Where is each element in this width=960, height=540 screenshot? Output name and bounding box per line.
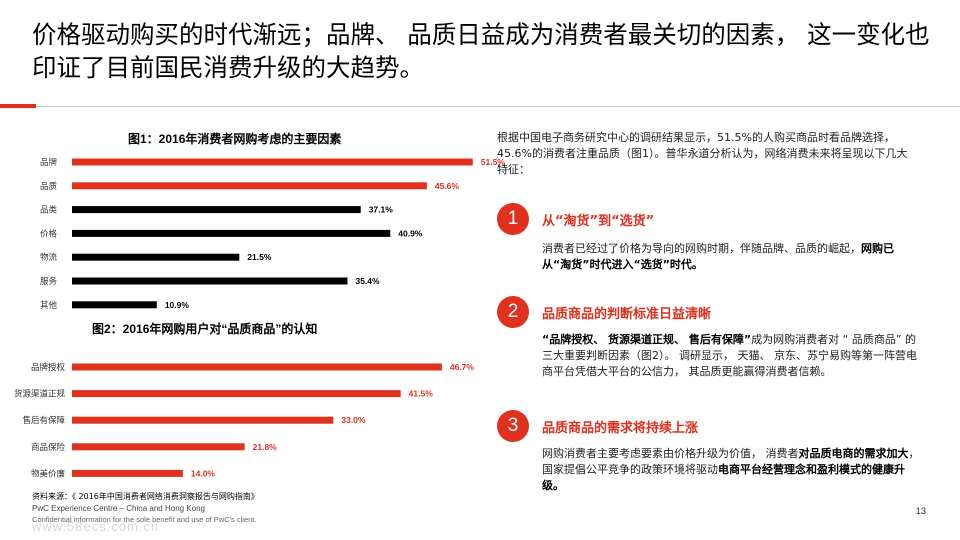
point-1-heading: 从“淘货”到“选货” <box>542 214 655 229</box>
chart2-category-label: 售后有保障 <box>22 415 65 426</box>
intro-text: 根据中国电子商务研究中心的调研结果显示，51.5%的人购买商品时看品牌选择， 4… <box>497 131 908 176</box>
chart1-bar <box>72 277 348 285</box>
point-3-body-plain-1: 网购消费者主要考虑要素由价格升级为价值， 消费者 <box>542 447 799 460</box>
point-3-body-bold-2: 电商平台经营理念和盈利模式的健康升级。 <box>542 463 905 492</box>
point-1-body: 消费者已经过了价格为导向的网购时期，伴随品牌、品质的崛起，网购已从“淘货”时代进… <box>542 241 922 273</box>
point-3-body-bold-1: 对品质电商的需求加大 <box>798 447 909 460</box>
point-2-body: “品牌授权、 货源渠道正规、 售后有保障”成为网购消费者对 “ 品质商品” 的三… <box>542 332 922 380</box>
chart1-category-label: 其他 <box>40 300 58 311</box>
chart1: 品牌 51.5% 品质 45.6% 品类 37.1% 价格 40.9% 物流 21.5% 服务 35.… <box>20 150 505 312</box>
footer-confidential: Confidential information for the sole be… <box>32 515 257 524</box>
point-2-heading: 品质商品的判断标准日益清晰 <box>542 307 712 322</box>
footer-org: PwC Experience Centre – China and Hong K… <box>32 504 205 513</box>
title-accent-rule <box>0 104 36 108</box>
chart2-bar <box>72 443 245 451</box>
watermark: www.58ecs.com.cn <box>32 519 160 534</box>
chart1-category-label: 服务 <box>40 276 58 287</box>
chart2-title: 图2：2016年网购用户对“品质商品”的认知 <box>92 322 318 336</box>
chart2-category-label: 货源渠道正规 <box>14 389 66 400</box>
chart2-category-label: 品牌授权 <box>31 362 66 373</box>
chart2-bar <box>72 416 334 424</box>
chart1-value-label: 10.9% <box>165 300 190 310</box>
chart1-bar <box>72 182 427 190</box>
chart2-value-label: 46.7% <box>450 362 475 372</box>
point-3-body-plain-2: ， 国家提倡公平竞争的政策环境将驱动 <box>542 447 920 476</box>
chart1-title: 图1：2016年消费者网购考虑的主要因素 <box>128 132 342 146</box>
chart2-value-label: 14.0% <box>191 468 216 478</box>
chart2-value-label: 33.0% <box>341 415 366 425</box>
chart1-value-label: 51.5% <box>481 157 506 167</box>
source-note: 资料来源：《 2016年中国消费者网络消费洞察报告与网购指南》 <box>32 492 259 501</box>
chart1-value-label: 21.5% <box>247 252 272 262</box>
chart2-value-label: 41.5% <box>409 389 434 399</box>
chart2-bar <box>72 363 442 371</box>
point-3-heading: 品质商品的需求将持续上涨 <box>542 421 699 436</box>
chart1-bar <box>72 229 391 237</box>
chart1-svg: 品牌 51.5% 品质 45.6% 品类 37.1% 价格 40.9% 物流 21.5% 服务 35.… <box>40 157 505 311</box>
number-badge-2: 2 <box>497 296 529 328</box>
chart2-svg: 品牌授权 46.7% 货源渠道正规 41.5% 售后有保障 33.0% 商品保险 21.8% 物… <box>14 362 474 479</box>
point-1-body-plain: 消费者已经过了价格为导向的网购时期，伴随品牌、品质的崛起， <box>542 242 861 255</box>
chart2-value-label: 21.8% <box>253 442 278 452</box>
slide-title: 价格驱动购买的时代渐远；品牌、 品质日益成为消费者最关切的因素， 这一变化也印证… <box>32 20 930 82</box>
number-badge-3: 3 <box>497 410 529 442</box>
chart1-bar <box>72 253 240 261</box>
chart1-bar <box>72 158 473 166</box>
chart2-category-label: 物美价廉 <box>31 468 66 479</box>
chart1-category-label: 物流 <box>40 252 58 263</box>
chart1-value-label: 45.6% <box>435 181 460 191</box>
chart2: 品牌授权 46.7% 货源渠道正规 41.5% 售后有保障 33.0% 商品保险 21.8% 物… <box>14 354 474 488</box>
point-2-body-plain: 成为网购消费者对 “ 品质商品” 的三大重要判断因素（图2）。 调研显示， 天猫… <box>542 333 917 378</box>
title-divider <box>36 105 960 107</box>
chart1-value-label: 35.4% <box>355 276 380 286</box>
chart1-value-label: 40.9% <box>398 228 423 238</box>
point-2-body-bold: “品牌授权、 货源渠道正规、 售后有保障” <box>542 333 752 346</box>
chart1-category-label: 品类 <box>40 205 58 216</box>
point-3-body: 网购消费者主要考虑要素由价格升级为价值， 消费者对品质电商的需求加大， 国家提倡… <box>542 446 922 494</box>
chart2-bar <box>72 469 183 477</box>
chart1-category-label: 品牌 <box>40 157 58 168</box>
chart1-bar <box>72 301 157 309</box>
page-number: 13 <box>916 506 927 516</box>
chart2-bar <box>72 390 401 398</box>
chart1-category-label: 价格 <box>40 228 58 239</box>
number-badge-1: 1 <box>497 203 529 235</box>
chart2-category-label: 商品保险 <box>31 442 66 453</box>
chart1-bar <box>72 206 361 214</box>
point-1-body-bold: 网购已从“淘货”时代进入“选货”时代。 <box>542 242 894 271</box>
chart1-category-label: 品质 <box>40 181 58 192</box>
chart1-value-label: 37.1% <box>369 205 394 215</box>
